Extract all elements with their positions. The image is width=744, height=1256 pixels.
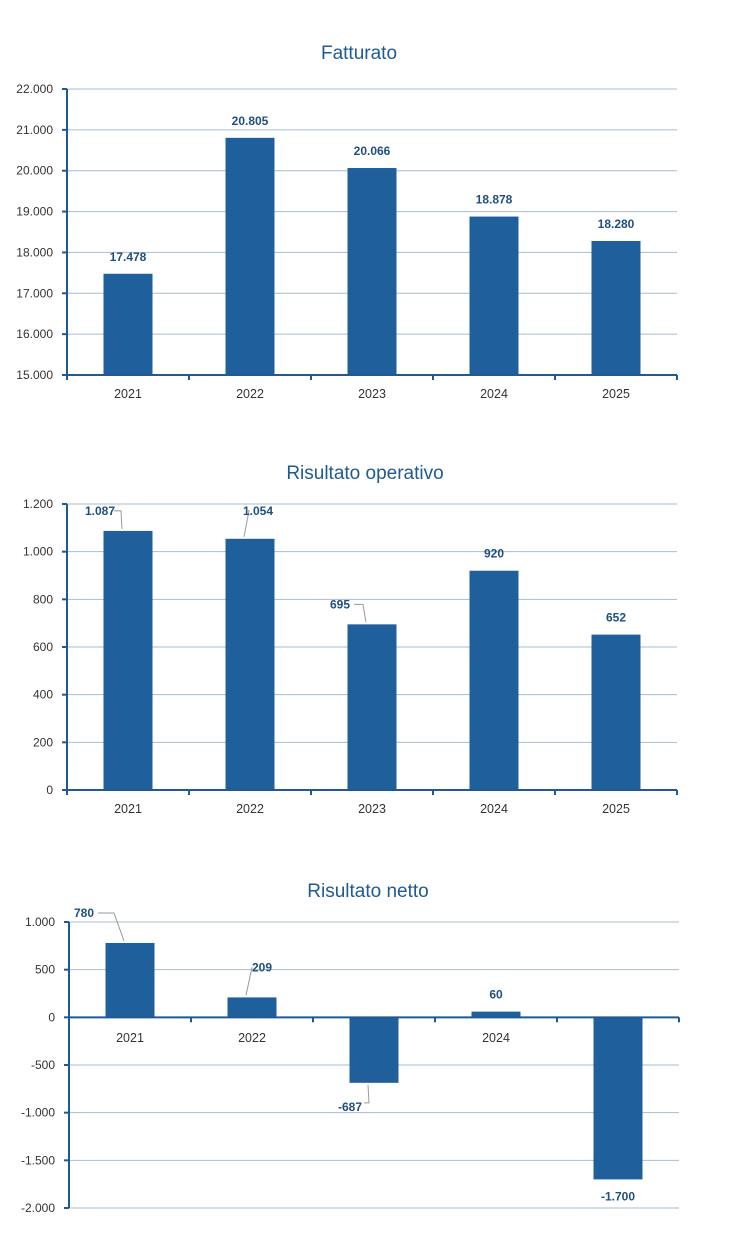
- data-label-2022: 209: [252, 960, 272, 974]
- y-tick-label: 0: [46, 783, 53, 797]
- data-label-2021: 1.087: [85, 504, 115, 518]
- x-tick-label: 2021: [116, 1031, 144, 1045]
- label-leader-line: [245, 967, 253, 996]
- bar-2021: [105, 942, 155, 1018]
- chart-title-risultato-netto: Risultato netto: [307, 881, 428, 902]
- y-tick-label: 200: [33, 735, 53, 749]
- x-tick-label: 2021: [114, 387, 142, 401]
- chart-fatturato: Fatturato 15.000 16.000 17.000 18.000 19.000…: [16, 43, 678, 401]
- chart-risultato-netto: Risultato netto -2.000 -1.500 -1.000 -500 0 5…: [21, 881, 680, 1215]
- chart-title-risultato-operativo: Risultato operativo: [286, 463, 443, 484]
- chart-title-fatturato: Fatturato: [321, 43, 397, 64]
- y-tick-label: 500: [35, 963, 55, 977]
- bar-2024: [469, 216, 519, 375]
- bar-2021: [103, 530, 153, 790]
- data-label-2023: -687: [338, 1100, 362, 1114]
- y-tick-label: 600: [33, 640, 53, 654]
- data-label-2024: 18.878: [476, 193, 513, 207]
- y-tick-label: 19.000: [16, 205, 53, 219]
- y-tick-label: 0: [48, 1010, 55, 1024]
- bar-2025: [593, 1017, 643, 1180]
- bar-2023: [349, 1017, 399, 1083]
- bar-2024: [469, 570, 519, 790]
- label-leader-line: [98, 912, 125, 942]
- x-tick-label: 2021: [114, 802, 142, 816]
- y-tick-label: -2.000: [21, 1201, 55, 1215]
- x-tick-label: 2024: [480, 387, 508, 401]
- y-tick-label: -1.500: [21, 1153, 55, 1167]
- data-label-2024: 60: [489, 988, 503, 1002]
- x-tick-label: 2024: [480, 802, 508, 816]
- y-tick-label: 400: [33, 688, 53, 702]
- label-leader-line: [114, 510, 123, 529]
- x-tick-label: 2025: [602, 387, 630, 401]
- bar-2025: [591, 634, 641, 790]
- y-tick-label: 21.000: [16, 123, 53, 137]
- y-tick-label: 1.200: [23, 497, 53, 511]
- label-leader-line: [243, 510, 250, 537]
- x-tick-label: 2023: [358, 387, 386, 401]
- data-label-2021: 17.478: [110, 250, 147, 264]
- label-leader-line: [354, 603, 367, 623]
- y-tick-label: 20.000: [16, 164, 53, 178]
- x-tick-label: 2022: [238, 1031, 266, 1045]
- label-leader-line: [364, 1084, 370, 1104]
- bar-2024: [471, 1011, 521, 1018]
- bar-2022: [225, 137, 275, 375]
- y-tick-label: 15.000: [16, 368, 53, 382]
- y-tick-label: 1.000: [23, 545, 53, 559]
- x-tick-label: 2024: [482, 1031, 510, 1045]
- bar-2022: [227, 997, 277, 1018]
- data-label-2024: 920: [484, 547, 504, 561]
- y-tick-label: 1.000: [25, 915, 55, 929]
- data-label-2025: 18.280: [598, 217, 635, 231]
- data-label-2023: 20.066: [354, 144, 391, 158]
- chart-risultato-operativo: Risultato operativo 0 200 400 600 800 1.000 1.…: [23, 463, 678, 816]
- data-label-2023: 695: [330, 597, 350, 611]
- bar-2023: [347, 624, 397, 790]
- data-label-2022: 20.805: [232, 114, 269, 128]
- y-tick-label: 22.000: [16, 82, 53, 96]
- y-tick-label: 18.000: [16, 245, 53, 259]
- data-label-2025: 652: [606, 611, 626, 625]
- data-label-2025: -1.700: [601, 1189, 635, 1203]
- y-tick-label: -500: [31, 1058, 55, 1072]
- bar-2021: [103, 273, 153, 375]
- x-tick-label: 2023: [358, 802, 386, 816]
- y-tick-label: -1.000: [21, 1106, 55, 1120]
- y-tick-label: 800: [33, 592, 53, 606]
- bar-2025: [591, 240, 641, 375]
- y-tick-label: 16.000: [16, 327, 53, 341]
- bar-2023: [347, 168, 397, 375]
- x-tick-label: 2022: [236, 387, 264, 401]
- bar-2022: [225, 538, 275, 790]
- data-label-2022: 1.054: [243, 504, 273, 518]
- data-label-2021: 780: [74, 906, 94, 920]
- x-tick-label: 2022: [236, 802, 264, 816]
- x-tick-label: 2025: [602, 802, 630, 816]
- y-tick-label: 17.000: [16, 286, 53, 300]
